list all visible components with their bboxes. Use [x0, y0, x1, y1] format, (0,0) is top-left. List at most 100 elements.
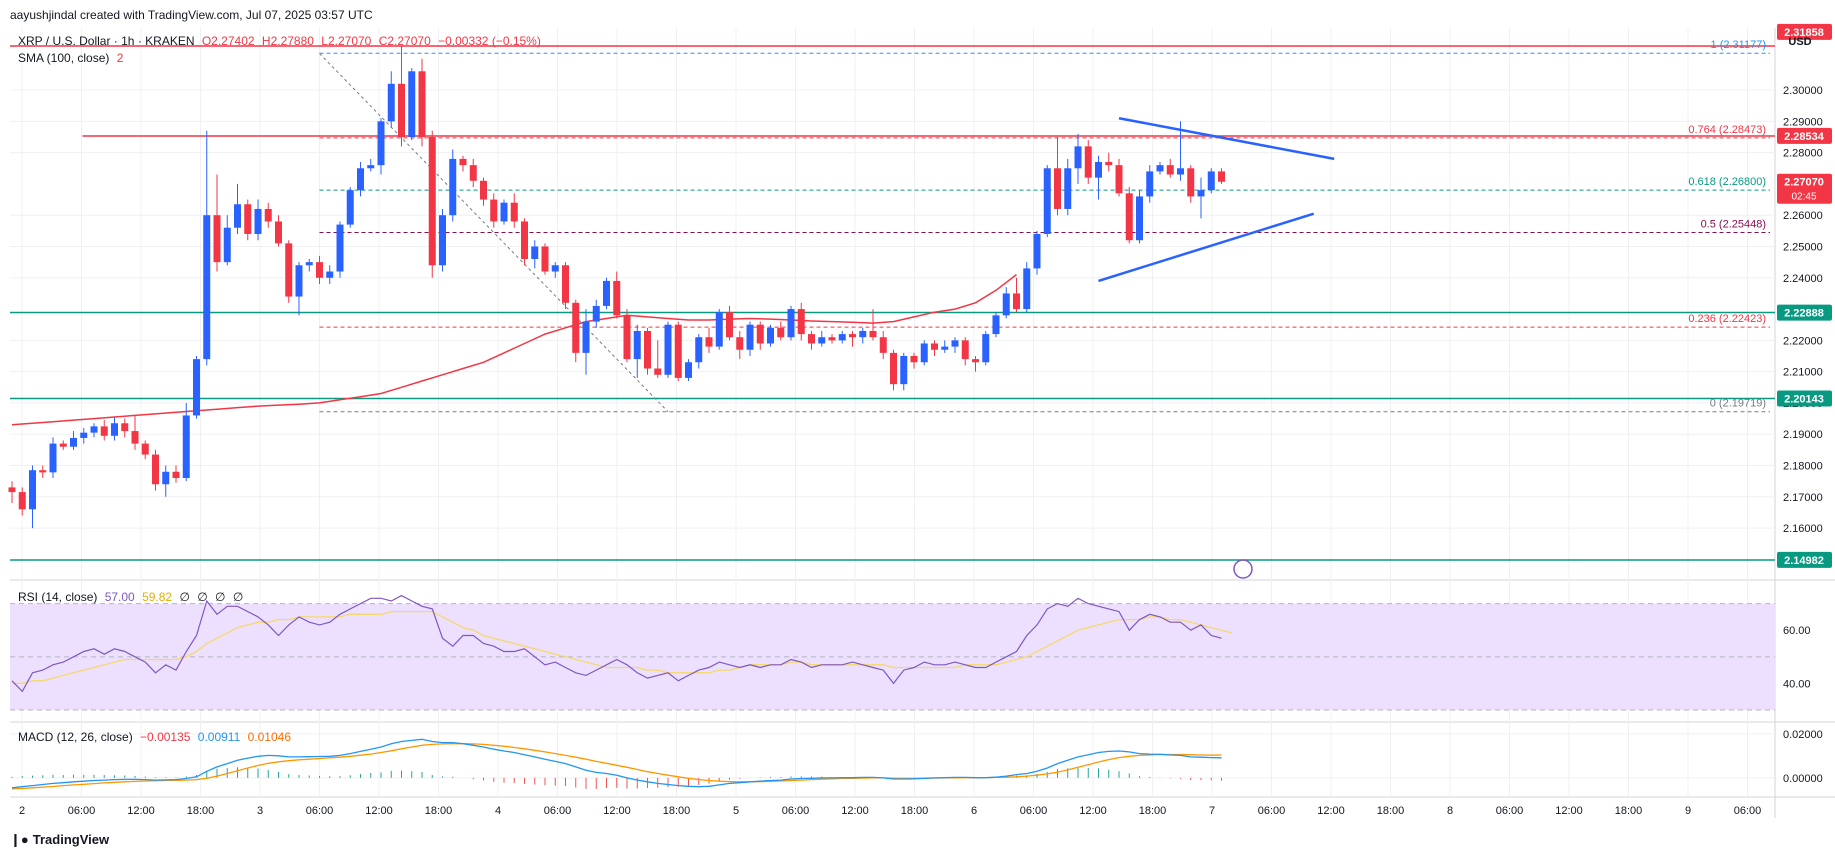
symbol-label[interactable]: XRP / U.S. Dollar · 1h · KRAKEN — [18, 34, 195, 48]
time-axis-label: 06:00 — [68, 805, 96, 817]
price-badge-label: 2.20143 — [1784, 393, 1824, 405]
candle-body — [162, 471, 170, 485]
time-axis-label: 2 — [19, 805, 25, 817]
candle-body — [767, 327, 774, 344]
candle-body — [295, 265, 303, 297]
macd-signal-value: 0.01046 — [247, 730, 292, 744]
candle-body — [480, 180, 487, 200]
candle-body — [346, 190, 354, 225]
fib-level-label: 0.5 (2.25448) — [1701, 218, 1766, 230]
candle-body — [203, 215, 211, 360]
candle-body — [234, 204, 241, 228]
candle-body — [1207, 171, 1215, 191]
candle-body — [377, 121, 385, 166]
rsi-ma-value: 59.82 — [142, 590, 173, 604]
time-axis-label: 12:00 — [603, 805, 631, 817]
price-badge-countdown: 02:45 — [1791, 192, 1816, 203]
candle-body — [982, 334, 990, 363]
time-axis-label: 3 — [257, 805, 263, 817]
macd-signal-line — [11, 743, 1222, 790]
sma-label[interactable]: SMA (100, close) — [18, 51, 110, 65]
rsi-extra-2: ∅ — [197, 590, 208, 604]
fib-level-label: 0.764 (2.28473) — [1688, 124, 1766, 136]
candle-body — [726, 312, 733, 338]
sma-legend: SMA (100, close) 2 — [18, 51, 127, 65]
price-axis-label: 2.25000 — [1783, 241, 1823, 253]
candle-body — [357, 168, 364, 191]
macd-label[interactable]: MACD (12, 26, close) — [18, 730, 133, 744]
candle-body — [1054, 168, 1061, 209]
candle-body — [664, 324, 672, 375]
candle-body — [961, 340, 969, 360]
candle-body — [797, 309, 805, 335]
candle-body — [879, 337, 887, 353]
candle-body — [1002, 293, 1010, 316]
candle-body — [18, 492, 26, 510]
time-axis-label: 12:00 — [365, 805, 393, 817]
candle-body — [59, 443, 67, 447]
price-axis-label: 2.28000 — [1783, 148, 1823, 160]
candle-body — [39, 470, 47, 473]
candle-body — [777, 327, 785, 338]
time-axis-label: 5 — [733, 805, 739, 817]
rsi-label[interactable]: RSI (14, close) — [18, 590, 98, 604]
time-axis-label: 4 — [495, 805, 501, 817]
candle-body — [131, 431, 139, 444]
currency-label[interactable]: USD — [1788, 36, 1812, 48]
candle-body — [387, 83, 395, 122]
candle-body — [1125, 193, 1133, 241]
candle-body — [254, 208, 262, 234]
high-value: H2.27880 — [261, 34, 314, 48]
candle-body — [367, 165, 375, 169]
price-badge-label: 2.28534 — [1784, 131, 1825, 143]
candle-body — [408, 71, 416, 137]
price-axis-label: 2.21000 — [1783, 367, 1823, 379]
time-axis-label: 18:00 — [1377, 805, 1405, 817]
time-axis-label: 18:00 — [663, 805, 691, 817]
tradingview-logo[interactable]: ❙● TradingView — [10, 832, 109, 848]
price-badge — [1777, 551, 1832, 568]
candle-body — [1218, 171, 1225, 182]
trendline — [1118, 116, 1335, 161]
time-axis-label: 06:00 — [782, 805, 810, 817]
fib-level-label: 1 (2.31177) — [1711, 39, 1766, 51]
candle-body — [890, 352, 897, 385]
time-axis-label: 06:00 — [306, 805, 334, 817]
candle-body — [141, 443, 149, 455]
time-axis-label: 18:00 — [187, 805, 215, 817]
candle-body — [29, 470, 36, 510]
candle-body — [900, 355, 908, 385]
candle-body — [70, 437, 77, 447]
time-axis-label: 8 — [1447, 805, 1453, 817]
price-legend: XRP / U.S. Dollar · 1h · KRAKEN O2.27402… — [18, 34, 545, 48]
candle-body — [439, 215, 446, 266]
price-axis-label: 2.29000 — [1783, 116, 1823, 128]
time-axis-label: 12:00 — [1555, 805, 1583, 817]
candle-body — [428, 136, 436, 266]
candle-body — [1064, 168, 1072, 209]
candle-body — [674, 324, 682, 378]
rsi-extra-4: ∅ — [232, 590, 244, 604]
candle-body — [562, 265, 569, 303]
tradingview-logo-icon: ❙● — [10, 832, 29, 847]
candle-body — [941, 346, 949, 350]
candle-body — [500, 202, 508, 222]
candle-body — [398, 83, 405, 137]
candle-body — [531, 246, 539, 260]
candle-body — [8, 487, 16, 493]
candle-body — [715, 312, 723, 347]
time-axis-label: 06:00 — [1258, 805, 1286, 817]
candle-body — [418, 71, 426, 137]
time-axis-label: 06:00 — [1734, 805, 1762, 817]
candle-body — [705, 337, 713, 347]
candle-body — [828, 337, 836, 341]
candle-body — [808, 334, 815, 344]
candle-body — [603, 280, 610, 306]
time-axis-label: 06:00 — [544, 805, 572, 817]
candle-body — [275, 221, 282, 244]
candle-body — [1033, 233, 1041, 269]
time-axis-label: 12:00 — [127, 805, 155, 817]
candle-body — [1023, 268, 1031, 310]
sma-value: 2 — [116, 51, 124, 65]
